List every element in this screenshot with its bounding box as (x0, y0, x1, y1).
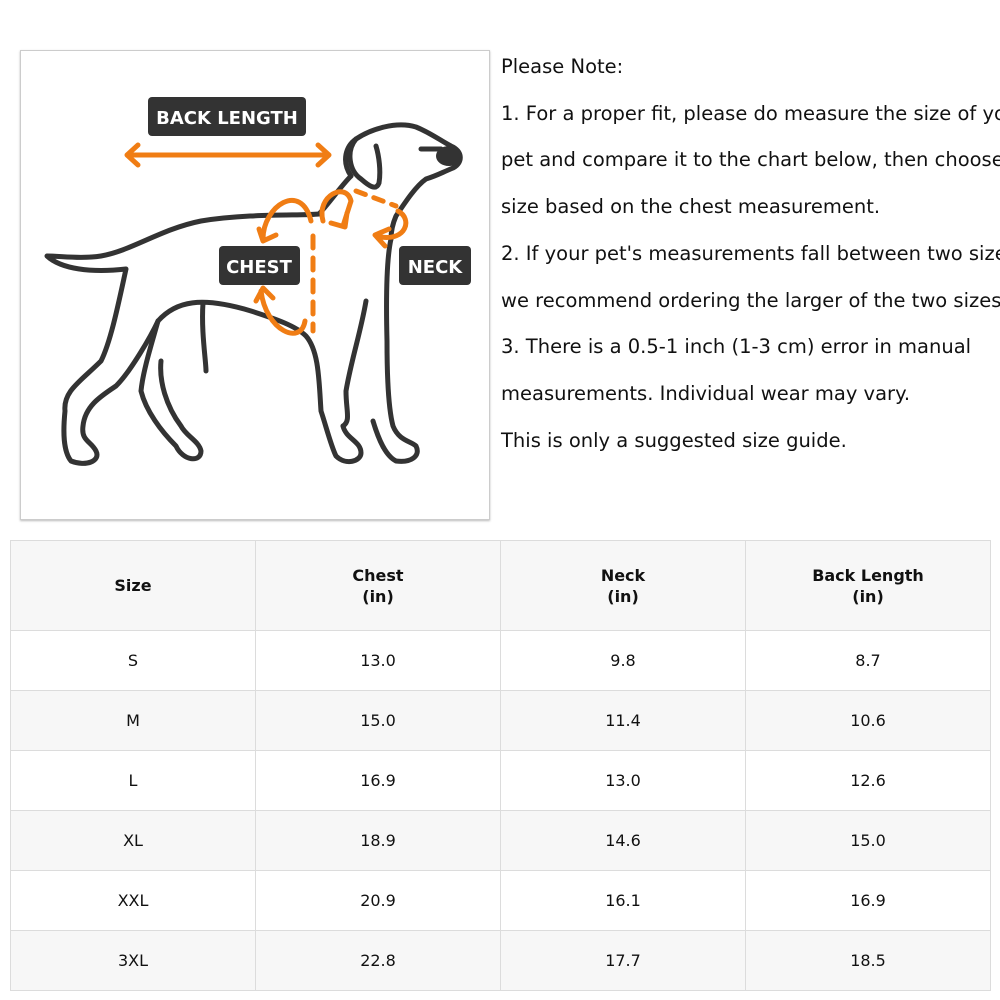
dog-outline (44, 122, 463, 466)
note-line: 1. For a proper fit, please do measure t… (501, 101, 1000, 125)
dog-nose (436, 146, 462, 166)
cell-size: 3XL (10, 930, 256, 991)
cell-neck: 16.1 (500, 870, 746, 931)
cell-back-length: 18.5 (745, 930, 991, 991)
table-header-row: Size Chest (in) Neck (in) Back Length (in) (10, 540, 991, 631)
note-line: 3. There is a 0.5-1 inch (1-3 cm) error … (501, 335, 972, 359)
cell-back-length: 16.9 (745, 870, 991, 931)
cell-size: XXL (10, 870, 256, 931)
cell-neck: 9.8 (500, 630, 746, 691)
dog-illustration: BACK LENGTH CHEST NECK (44, 97, 471, 466)
label-neck: NECK (399, 246, 471, 285)
table-row: L 16.9 13.0 12.6 (10, 750, 991, 811)
size-notes: Please Note: 1. For a proper fit, please… (501, 44, 1000, 464)
notes-heading: Please Note: (501, 55, 624, 78)
cell-chest: 13.0 (255, 630, 501, 691)
cell-chest: 20.9 (255, 870, 501, 931)
svg-text:NECK: NECK (408, 257, 464, 278)
cell-neck: 11.4 (500, 690, 746, 751)
header-size: Size (10, 540, 256, 631)
neck-arrow-left-icon (319, 189, 354, 230)
label-chest: CHEST (219, 246, 300, 285)
note-line: we recommend ordering the larger of the … (501, 288, 1000, 312)
cell-chest: 16.9 (255, 750, 501, 811)
chest-arrow-bottom-icon (253, 285, 308, 336)
measurement-arrows (124, 142, 409, 336)
cell-size: M (10, 690, 256, 751)
back-length-arrow-icon (124, 142, 332, 168)
cell-neck: 14.6 (500, 810, 746, 871)
cell-neck: 13.0 (500, 750, 746, 811)
neck-arrow-right-icon (372, 208, 409, 249)
header-neck: Neck (in) (500, 540, 746, 631)
cell-neck: 17.7 (500, 930, 746, 991)
cell-back-length: 12.6 (745, 750, 991, 811)
cell-size: L (10, 750, 256, 811)
svg-text:CHEST: CHEST (226, 257, 293, 278)
note-line: size based on the chest measurement. (501, 195, 881, 219)
cell-size: XL (10, 810, 256, 871)
note-line: 2. If your pet's measurements fall betwe… (501, 241, 1000, 265)
table-row: XXL 20.9 16.1 16.9 (10, 870, 991, 931)
chest-arrow-top-icon (256, 197, 314, 244)
svg-text:BACK LENGTH: BACK LENGTH (156, 108, 298, 129)
dog-measurement-diagram: BACK LENGTH CHEST NECK (20, 50, 490, 520)
cell-chest: 15.0 (255, 690, 501, 751)
note-line: measurements. Individual wear may vary. (501, 381, 911, 405)
table-row: S 13.0 9.8 8.7 (10, 630, 991, 691)
table-row: M 15.0 11.4 10.6 (10, 690, 991, 751)
note-line: pet and compare it to the chart below, t… (501, 148, 1000, 172)
cell-back-length: 8.7 (745, 630, 991, 691)
cell-size: S (10, 630, 256, 691)
cell-chest: 22.8 (255, 930, 501, 991)
cell-back-length: 10.6 (745, 690, 991, 751)
label-back-length: BACK LENGTH (148, 97, 306, 136)
table-row: 3XL 22.8 17.7 18.5 (10, 930, 991, 991)
cell-back-length: 15.0 (745, 810, 991, 871)
header-back-length: Back Length (in) (745, 540, 991, 631)
size-table: Size Chest (in) Neck (in) Back Length (in) … (10, 540, 991, 991)
header-chest: Chest (in) (255, 540, 501, 631)
table-row: XL 18.9 14.6 15.0 (10, 810, 991, 871)
note-line: This is only a suggested size guide. (501, 428, 847, 452)
cell-chest: 18.9 (255, 810, 501, 871)
neck-dashed-line (353, 188, 399, 209)
